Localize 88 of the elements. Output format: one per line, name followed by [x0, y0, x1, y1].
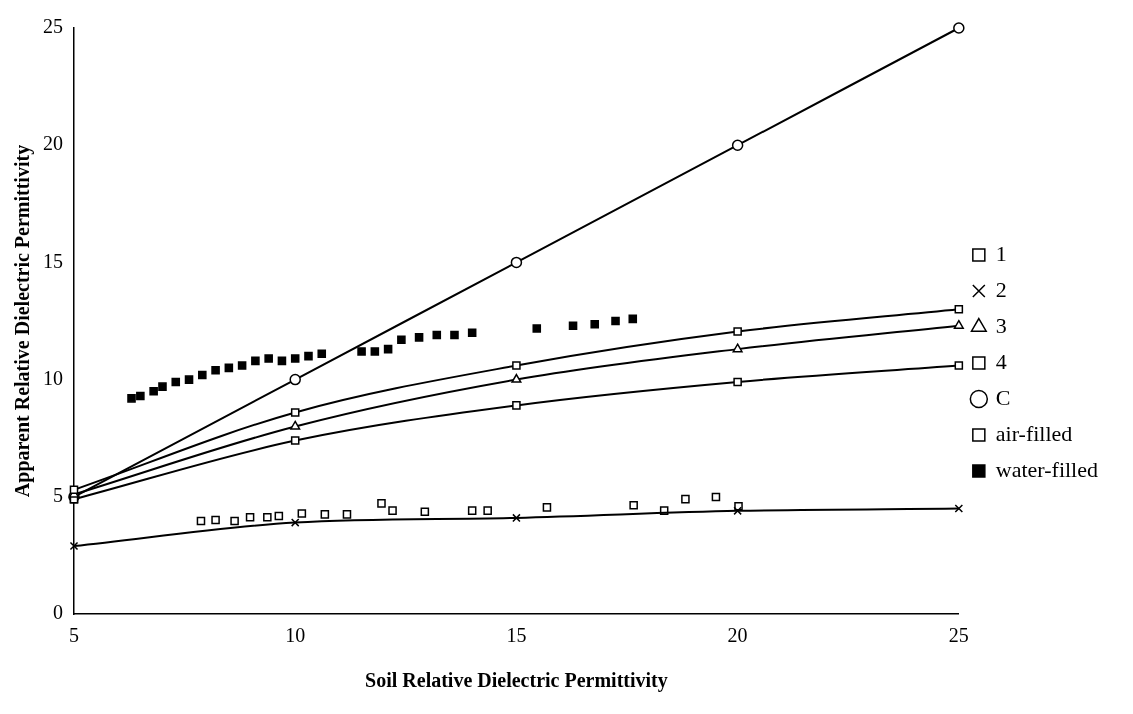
point [511, 373, 522, 383]
point [211, 515, 220, 525]
point [237, 361, 247, 370]
point [290, 354, 300, 363]
y-tick-label: 20 [43, 132, 63, 155]
point [274, 511, 284, 521]
x-tick-label: 20 [727, 624, 748, 647]
point [290, 436, 300, 445]
point [158, 382, 167, 391]
point [432, 330, 442, 340]
point [251, 356, 260, 366]
point [383, 344, 393, 354]
point [357, 347, 366, 356]
x-tick-label: 10 [285, 624, 306, 647]
point [171, 377, 181, 387]
y-tick-label: 10 [43, 366, 63, 389]
legend-label: air-filled [995, 420, 1073, 446]
point [733, 327, 742, 336]
point [568, 321, 578, 330]
point [733, 506, 742, 516]
point [510, 256, 523, 269]
point [532, 324, 542, 333]
x-tick-label: 15 [506, 624, 527, 647]
point [414, 333, 424, 342]
x-tick-label: 25 [948, 624, 969, 647]
point [317, 349, 327, 359]
point [320, 510, 330, 519]
legend-label: 3 [995, 312, 1007, 338]
x-tick-label: 5 [69, 624, 79, 647]
point [450, 330, 459, 340]
point [127, 394, 136, 403]
point [542, 503, 552, 512]
point [230, 516, 239, 526]
point [370, 347, 380, 356]
point [196, 516, 206, 526]
point [611, 316, 620, 326]
y-tick-label: 0 [53, 601, 63, 624]
point [732, 343, 743, 353]
y-axis-title: Apparent Relative Dielectric Permittivity [11, 144, 35, 498]
legend-label: 1 [995, 240, 1007, 266]
point [198, 370, 207, 380]
legend-label: 2 [995, 276, 1007, 302]
point [512, 361, 521, 370]
point [377, 499, 386, 508]
y-tick-label: 5 [53, 484, 63, 507]
point [628, 314, 638, 324]
point [290, 518, 300, 527]
point [290, 408, 300, 417]
point [224, 363, 234, 373]
point [136, 391, 145, 401]
point [397, 335, 406, 345]
point [277, 356, 287, 366]
x-axis-title: Soil Relative Dielectric Permittivity [365, 669, 668, 693]
point [290, 420, 301, 430]
point [731, 139, 744, 151]
point [388, 506, 397, 515]
point [245, 512, 255, 522]
point [420, 507, 430, 517]
point [211, 365, 220, 375]
point [711, 492, 721, 502]
y-tick-label: 25 [43, 15, 63, 38]
point [467, 506, 477, 515]
point [264, 354, 273, 363]
point [184, 375, 194, 384]
legend-label: C [995, 384, 1011, 410]
point [590, 320, 600, 329]
legend-label: 4 [995, 348, 1007, 374]
point [297, 509, 307, 518]
point [953, 22, 965, 34]
legend-label: water-filled [995, 456, 1098, 482]
point [681, 494, 690, 504]
y-tick-label: 15 [43, 249, 63, 272]
point [512, 513, 521, 523]
point [342, 510, 352, 519]
point [149, 387, 158, 396]
point [467, 328, 477, 338]
point [954, 504, 964, 513]
point [629, 500, 638, 510]
point [954, 304, 964, 314]
point [304, 351, 313, 361]
point [733, 377, 742, 387]
point [289, 373, 301, 386]
point [263, 512, 272, 522]
point [69, 541, 79, 551]
point [512, 401, 521, 410]
point [483, 506, 492, 515]
point [953, 319, 964, 329]
point [954, 361, 964, 370]
